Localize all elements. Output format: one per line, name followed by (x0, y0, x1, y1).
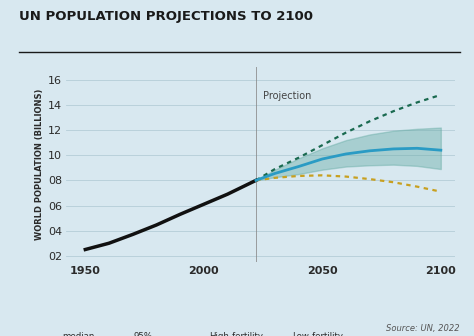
Y-axis label: WORLD POPULATION (BILLIONS): WORLD POPULATION (BILLIONS) (35, 89, 44, 240)
Text: Projection: Projection (263, 91, 311, 101)
Legend: median
projection, 95%
confidence, High-fertility
scenario, Low-fertility
scenar: median projection, 95% confidence, High-… (39, 332, 343, 336)
Text: UN POPULATION PROJECTIONS TO 2100: UN POPULATION PROJECTIONS TO 2100 (19, 10, 313, 23)
Text: Source: UN, 2022: Source: UN, 2022 (386, 324, 460, 333)
